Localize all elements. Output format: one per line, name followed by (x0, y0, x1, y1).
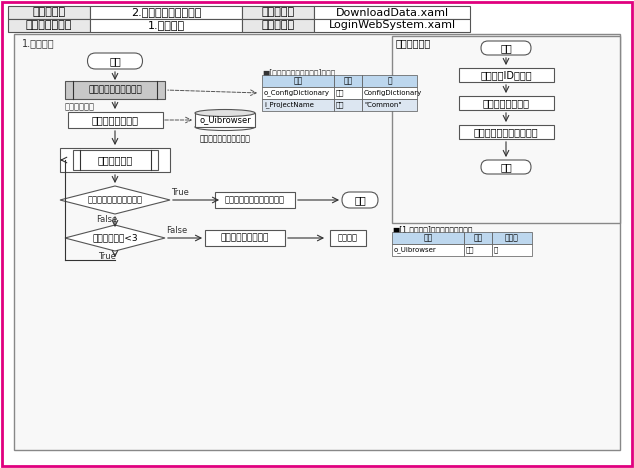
Text: ログイン操作: ログイン操作 (98, 155, 133, 165)
Bar (72, 150, 157, 170)
Text: ログイン操作: ログイン操作 (396, 38, 431, 48)
Bar (195, 113, 255, 127)
Text: エラーを発生させる: エラーを発生させる (221, 234, 269, 242)
Text: 2.データダウンロード: 2.データダウンロード (131, 7, 201, 17)
FancyBboxPatch shape (481, 160, 531, 174)
Bar (464, 244, 492, 256)
Bar (60, 148, 170, 172)
Polygon shape (65, 225, 165, 251)
Bar (65, 81, 165, 99)
Bar (362, 87, 417, 99)
Bar (334, 99, 362, 111)
Text: サブプロセス名: サブプロセス名 (26, 21, 72, 30)
Text: 入力: 入力 (336, 102, 344, 108)
Bar (392, 244, 464, 256)
Text: 開始: 開始 (109, 56, 121, 66)
Text: 開始: 開始 (500, 43, 512, 53)
Text: 既定値: 既定値 (505, 234, 519, 242)
Text: 値: 値 (387, 76, 392, 86)
Text: 外部ファイル: 外部ファイル (65, 102, 95, 111)
Text: 設定ファイル読み込み: 設定ファイル読み込み (88, 86, 142, 95)
Text: 1.ログイン: 1.ログイン (22, 38, 55, 48)
Bar (262, 87, 334, 99)
FancyBboxPatch shape (87, 53, 143, 69)
Text: o_Uibrowser: o_Uibrowser (394, 247, 437, 253)
Bar (90, 19, 242, 32)
Bar (334, 87, 362, 99)
Text: 業務終了: 業務終了 (338, 234, 358, 242)
Bar (314, 19, 470, 32)
Bar (90, 6, 242, 19)
Text: ファイル名: ファイル名 (261, 21, 295, 30)
Text: ユーザーIDを入力: ユーザーIDを入力 (480, 70, 532, 80)
Bar (262, 75, 334, 87)
Ellipse shape (195, 124, 255, 131)
Text: 引数: 引数 (424, 234, 432, 242)
Text: i_ProjectName: i_ProjectName (264, 102, 314, 109)
Text: LoginWebSystem.xaml: LoginWebSystem.xaml (328, 21, 456, 30)
Bar (492, 232, 532, 244)
FancyBboxPatch shape (14, 34, 620, 450)
Bar (242, 6, 314, 19)
Text: リトライ回数<3: リトライ回数<3 (92, 234, 138, 242)
Text: ブラウザーオブジェクト: ブラウザーオブジェクト (200, 134, 250, 143)
Bar (334, 75, 362, 87)
Text: ■[設定ファイル読み込み]の引数: ■[設定ファイル読み込み]の引数 (262, 68, 335, 77)
Bar (492, 244, 532, 256)
Bar (392, 232, 464, 244)
Text: ブラウザーを開く: ブラウザーを開く (91, 115, 138, 125)
Bar (242, 19, 314, 32)
Bar (8, 19, 90, 32)
Text: "Common": "Common" (364, 102, 401, 108)
Bar (8, 6, 90, 19)
Text: False: False (96, 215, 118, 224)
Bar (362, 99, 417, 111)
Bar (458, 96, 553, 110)
Text: 終了: 終了 (500, 162, 512, 172)
Bar (314, 6, 470, 19)
Bar (392, 36, 620, 223)
Text: False: False (166, 226, 187, 235)
Text: o_Uibrowser: o_Uibrowser (199, 116, 251, 124)
Text: 1.ログイン: 1.ログイン (148, 21, 184, 30)
Text: 出力: 出力 (466, 247, 474, 253)
Bar (330, 230, 366, 246)
Text: 方向: 方向 (344, 76, 353, 86)
Ellipse shape (195, 110, 255, 117)
FancyBboxPatch shape (342, 192, 378, 208)
Bar (362, 75, 417, 87)
Text: 【お知らせ】の存在有無: 【お知らせ】の存在有無 (87, 196, 143, 205)
Text: DownloadData.xaml: DownloadData.xaml (335, 7, 449, 17)
Bar (464, 232, 492, 244)
Bar (215, 192, 295, 208)
Text: ConfigDictionary: ConfigDictionary (364, 90, 422, 96)
Polygon shape (60, 186, 170, 214)
Text: パスワードを入力: パスワードを入力 (482, 98, 529, 108)
Bar (205, 230, 285, 246)
Text: 方向: 方向 (474, 234, 482, 242)
Text: o_ConfigDictionary: o_ConfigDictionary (264, 90, 330, 96)
Text: True: True (98, 252, 116, 261)
Bar (458, 125, 553, 139)
Text: ■[1.ログイン]サブプロセスの引数: ■[1.ログイン]サブプロセスの引数 (392, 225, 472, 234)
Text: 【読みました】をクリック: 【読みました】をクリック (225, 196, 285, 205)
Text: ファイル名: ファイル名 (261, 7, 295, 17)
Bar (458, 68, 553, 82)
Text: 出力: 出力 (336, 90, 344, 96)
Text: True: True (171, 188, 189, 197)
FancyBboxPatch shape (481, 41, 531, 55)
Text: 終了: 終了 (354, 195, 366, 205)
Bar (67, 112, 162, 128)
Text: 引数: 引数 (294, 76, 302, 86)
Text: 【ログイン】をクリック: 【ログイン】をクリック (474, 127, 538, 137)
Text: －: － (494, 247, 498, 253)
Text: プロセス名: プロセス名 (32, 7, 65, 17)
Bar (262, 99, 334, 111)
